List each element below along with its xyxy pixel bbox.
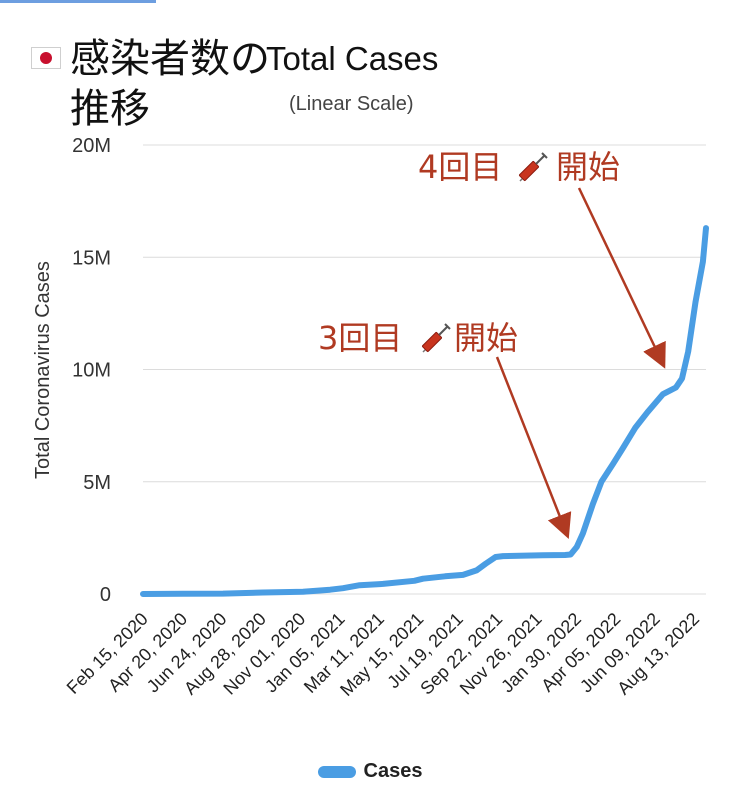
annotation-fourth-dose: 4回目 開始 — [418, 148, 666, 369]
y-tick-label: 10M — [72, 360, 111, 382]
series-line-cases — [140, 225, 709, 597]
syringe-icon — [519, 152, 548, 182]
y-tick-label: 0 — [100, 584, 111, 606]
y-tick-label: 5M — [83, 472, 111, 494]
legend: Cases — [0, 760, 740, 783]
japanese-title: 感染者数の推移 — [70, 36, 270, 132]
annotation-prefix: 3回目 — [318, 319, 402, 357]
chart-subtitle: (Linear Scale) — [289, 93, 414, 115]
annotation-suffix: 開始 — [454, 319, 518, 357]
annotation-prefix: 4回目 — [418, 148, 502, 186]
japan-flag-icon — [31, 47, 61, 69]
top-accent-bar — [0, 0, 156, 3]
annotation-arrow — [495, 356, 572, 539]
y-axis-ticks: 0 5M 10M 15M 20M — [72, 135, 111, 606]
grid-lines — [143, 144, 706, 595]
annotation-suffix: 開始 — [556, 148, 620, 186]
legend-swatch — [317, 765, 356, 778]
chart-title: Total Cases — [266, 40, 439, 77]
syringe-icon — [422, 323, 451, 353]
series-cases — [140, 225, 709, 597]
y-tick-label: 20M — [72, 135, 111, 157]
legend-label: Cases — [363, 760, 423, 782]
y-axis-title: Total Coronavirus Cases — [32, 261, 54, 479]
annotation-third-dose: 3回目 開始 — [318, 319, 572, 539]
y-tick-label: 15M — [72, 247, 111, 269]
annotation-arrow — [577, 187, 666, 369]
line-chart: 0 5M 10M 15M 20M Total Coronavirus Cases Feb… — [32, 135, 709, 700]
